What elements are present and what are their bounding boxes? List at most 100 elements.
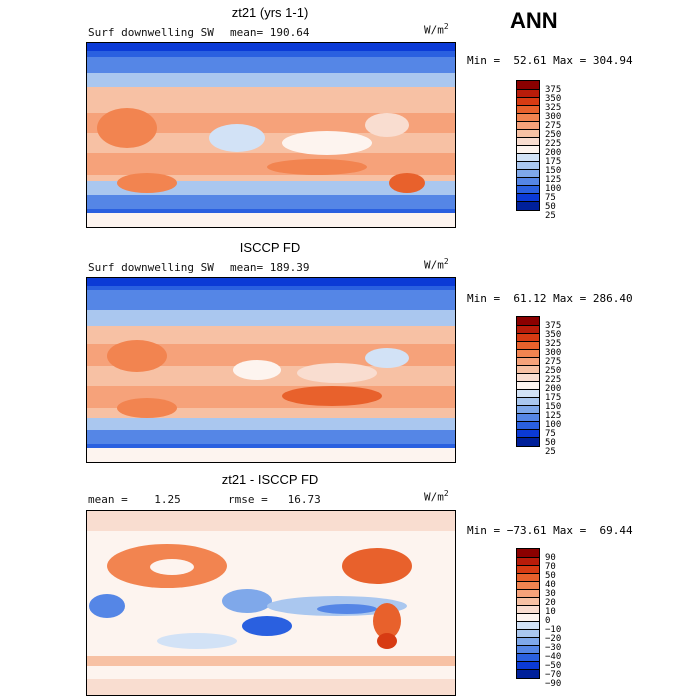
panel-3-tick-label: 90 xyxy=(545,553,556,563)
panel-1-tick-label: 150 xyxy=(545,166,562,176)
panel-2-colorbar-swatch xyxy=(517,350,539,358)
panel-3-colorbar-swatch xyxy=(517,622,539,630)
panel-1-map xyxy=(86,42,456,228)
panel-1-min-max: Min = 52.61 Max = 304.94 xyxy=(467,54,633,67)
panel-3-mean-label: mean = 1.25 xyxy=(88,493,181,506)
panel-3-colorbar-swatch xyxy=(517,646,539,654)
panel-2-min-max: Min = 61.12 Max = 286.40 xyxy=(467,292,633,305)
panel-1-tick-label: 375 xyxy=(545,85,562,95)
panel-3-colorbar-swatch xyxy=(517,590,539,598)
panel-1-units: W/m2 xyxy=(424,22,449,37)
panel-3-tick-label: −50 xyxy=(545,661,562,671)
panel-3-colorbar-swatch xyxy=(517,614,539,622)
panel-3-tick-label: −90 xyxy=(545,679,562,689)
panel-2-colorbar-swatch xyxy=(517,326,539,334)
panel-3-tick-label: 50 xyxy=(545,571,556,581)
panel-3-colorbar xyxy=(516,548,540,679)
panel-2-colorbar-swatch xyxy=(517,414,539,422)
panel-1-tick-label: 25 xyxy=(545,211,556,221)
panel-1-tick-label: 100 xyxy=(545,184,562,194)
panel-3-rmse-label: rmse = 16.73 xyxy=(228,493,321,506)
panel-2-colorbar-swatch xyxy=(517,382,539,390)
panel-2-tick-label: 100 xyxy=(545,420,562,430)
panel-1-colorbar-swatch xyxy=(517,106,539,114)
panel-1-tick-label: 125 xyxy=(545,175,562,185)
panel-2-colorbar-swatch xyxy=(517,390,539,398)
panel-3-colorbar-swatch xyxy=(517,566,539,574)
panel-2-tick-label: 250 xyxy=(545,366,562,376)
panel-3-colorbar-swatch xyxy=(517,638,539,646)
panel-3-title: zt21 - ISCCP FD xyxy=(221,472,319,487)
panel-1-tick-label: 200 xyxy=(545,148,562,158)
panel-1-colorbar-swatch xyxy=(517,170,539,178)
panel-2-tick-label: 75 xyxy=(545,429,556,439)
panel-3-units: W/m2 xyxy=(424,489,449,504)
panel-3-tick-label: 70 xyxy=(545,562,556,572)
panel-3-tick-label: 0 xyxy=(545,616,551,626)
panel-1-tick-label: 300 xyxy=(545,112,562,122)
panel-2-tick-label: 350 xyxy=(545,330,562,340)
panel-2-tick-label: 300 xyxy=(545,348,562,358)
panel-1-tick-label: 225 xyxy=(545,139,562,149)
panel-3-tick-label: −40 xyxy=(545,652,562,662)
panel-2-tick-label: 50 xyxy=(545,438,556,448)
panel-3-tick-label: −20 xyxy=(545,634,562,644)
panel-2-map-field xyxy=(87,278,455,462)
panel-3-tick-label: −70 xyxy=(545,670,562,680)
panel-1-colorbar-swatch xyxy=(517,130,539,138)
panel-2-colorbar-swatch xyxy=(517,398,539,406)
panel-1-colorbar-swatch xyxy=(517,98,539,106)
panel-3-map xyxy=(86,510,456,696)
panel-2-colorbar-swatch xyxy=(517,422,539,430)
season-label: ANN xyxy=(510,8,558,33)
panel-3-tick-label: −30 xyxy=(545,643,562,653)
panel-1-colorbar-swatch xyxy=(517,114,539,122)
panel-3-colorbar-swatch xyxy=(517,654,539,662)
panel-1-colorbar-swatch xyxy=(517,90,539,98)
panel-2-mean-label: mean= 189.39 xyxy=(230,261,310,274)
panel-1-colorbar-swatch xyxy=(517,138,539,146)
panel-2-tick-label: 325 xyxy=(545,339,562,349)
panel-1-colorbar-swatch xyxy=(517,81,539,90)
panel-1-tick-label: 75 xyxy=(545,193,556,203)
panel-1-colorbar-swatch xyxy=(517,154,539,162)
panel-3-colorbar-swatch xyxy=(517,670,539,678)
panel-1-title: zt21 (yrs 1-1) xyxy=(231,5,309,20)
panel-1-colorbar-swatch xyxy=(517,202,539,210)
panel-3-colorbar-swatch xyxy=(517,574,539,582)
panel-3-colorbar-swatch xyxy=(517,630,539,638)
panel-3-colorbar-swatch xyxy=(517,662,539,670)
panel-3-map-field xyxy=(87,511,455,695)
panel-1-tick-label: 50 xyxy=(545,202,556,212)
panel-2-units: W/m2 xyxy=(424,257,449,272)
panel-3-colorbar-swatch xyxy=(517,549,539,558)
panel-2-tick-label: 150 xyxy=(545,402,562,412)
panel-2-title: ISCCP FD xyxy=(239,240,301,255)
panel-2-colorbar xyxy=(516,316,540,447)
panel-3-tick-label: −10 xyxy=(545,625,562,635)
panel-2-colorbar-swatch xyxy=(517,438,539,446)
panel-1-colorbar-swatch xyxy=(517,178,539,186)
panel-2-colorbar-swatch xyxy=(517,358,539,366)
panel-3-tick-label: 30 xyxy=(545,589,556,599)
panel-3-min-max: Min = −73.61 Max = 69.44 xyxy=(467,524,633,537)
panel-3-colorbar-swatch xyxy=(517,558,539,566)
panel-2-tick-label: 275 xyxy=(545,357,562,367)
panel-2-tick-label: 25 xyxy=(545,447,556,457)
panel-3-colorbar-swatch xyxy=(517,582,539,590)
panel-3-colorbar-swatch xyxy=(517,598,539,606)
panel-3-colorbar-swatch xyxy=(517,606,539,614)
panel-2-tick-label: 200 xyxy=(545,384,562,394)
panel-1-tick-label: 275 xyxy=(545,121,562,131)
panel-2-colorbar-swatch xyxy=(517,406,539,414)
panel-2-map xyxy=(86,277,456,463)
panel-1-colorbar-swatch xyxy=(517,146,539,154)
panel-1-tick-label: 250 xyxy=(545,130,562,140)
panel-1-tick-label: 325 xyxy=(545,103,562,113)
panel-1-colorbar-swatch xyxy=(517,194,539,202)
panel-1-variable-label: Surf downwelling SW xyxy=(88,26,214,39)
panel-2-tick-label: 125 xyxy=(545,411,562,421)
panel-1-map-field xyxy=(87,43,455,227)
panel-2-tick-label: 375 xyxy=(545,321,562,331)
panel-1-colorbar-swatch xyxy=(517,162,539,170)
